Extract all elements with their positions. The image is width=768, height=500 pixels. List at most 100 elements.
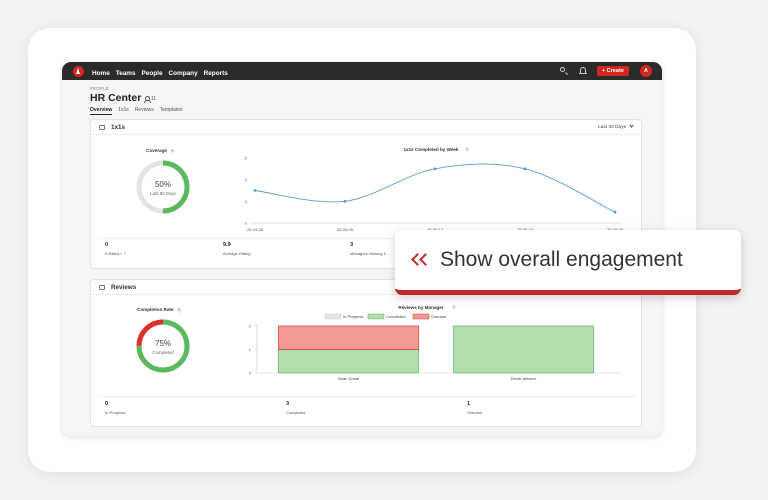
completion-rate-label-text: Completion Rate — [137, 307, 174, 312]
x-tick-label: 25-05-12 — [427, 227, 444, 232]
bar-segment[interactable] — [453, 325, 594, 374]
help-icon[interactable]: ? — [169, 149, 175, 154]
show-engagement-label: Show overall engagement — [440, 248, 683, 271]
completion-sublabel: Completed — [152, 350, 174, 355]
tab-templates[interactable]: Templates — [159, 107, 183, 113]
coverage-percent: 50% — [155, 180, 171, 189]
y-tick-label: 4 — [245, 177, 248, 182]
top-navbar: Home Teams People Company Reports + Create A — [62, 62, 662, 80]
rated-below-7-label: # Rated < 7 — [105, 251, 126, 256]
help-icon-glyph: ? — [453, 306, 455, 310]
data-point[interactable] — [253, 189, 257, 192]
reviews-title: Reviews — [111, 283, 137, 291]
stats-divider — [99, 396, 635, 397]
completed-label: Completed — [286, 410, 306, 415]
overdue-label: Overdue — [467, 410, 483, 415]
tab-overview[interactable]: Overview — [90, 107, 113, 115]
person-icon — [143, 96, 151, 103]
app-logo-icon[interactable] — [73, 65, 84, 77]
data-point[interactable] — [433, 167, 437, 171]
reviews-card: Reviews Completion Rate? 75% Completed R… — [90, 279, 642, 427]
line-chart-title: 1x1s Completed by Week — [403, 147, 459, 152]
legend-swatch[interactable] — [367, 313, 385, 320]
nav-teams[interactable]: Teams — [115, 70, 136, 77]
breadcrumb[interactable]: PEOPLE — [90, 86, 110, 91]
x-tick-label: 25-05-19 — [517, 227, 534, 232]
rated-below-7-value: 0 — [105, 242, 109, 248]
create-button[interactable]: + Create — [596, 66, 629, 76]
completion-percent: 75% — [155, 339, 171, 348]
average-rating-label: Average Rating — [223, 251, 251, 256]
x-tick-label: 25-05-26 — [607, 227, 624, 232]
legend-label[interactable]: Overdue — [431, 314, 447, 319]
help-icon[interactable] — [451, 304, 457, 310]
data-point[interactable] — [343, 199, 347, 203]
series-line — [254, 163, 616, 213]
bar-segment[interactable] — [278, 349, 419, 374]
page-title: HR Center — [90, 92, 142, 104]
help-icon[interactable] — [464, 146, 470, 152]
help-icon[interactable]: ? — [176, 308, 182, 313]
nav-home[interactable]: Home — [92, 70, 110, 77]
bar-chart-title: Reviews by Manager — [398, 305, 443, 310]
managers-missing-value: 3 — [350, 242, 354, 248]
reviews-header: Reviews — [91, 280, 641, 295]
document-icon — [99, 284, 105, 290]
completion-donut: 75% Completed — [136, 319, 190, 373]
nav-reports[interactable]: Reports — [203, 70, 228, 77]
show-engagement-button[interactable]: Show overall engagement — [395, 230, 741, 295]
y-tick-label: 0 — [249, 371, 252, 376]
range-select[interactable]: Last 30 Days — [598, 123, 634, 130]
coverage-sublabel: Last 90 Days — [150, 191, 176, 196]
tab-1x1s[interactable]: 1x1s — [118, 107, 129, 113]
y-tick-label: 1 — [249, 347, 252, 352]
overdue-value: 1 — [467, 401, 471, 407]
nav-company[interactable]: Company — [168, 70, 198, 77]
y-tick-label: 2 — [245, 199, 248, 204]
data-point[interactable] — [613, 210, 617, 214]
coverage-label: Coverage? — [146, 148, 175, 154]
coverage-donut: 50% Last 90 Days — [136, 160, 190, 214]
managers-missing-label: Managers missing 1: — [350, 251, 387, 256]
data-point[interactable] — [523, 167, 527, 171]
stats-divider — [99, 238, 635, 239]
chevron-down-icon — [629, 123, 634, 128]
help-icon-glyph: ? — [466, 148, 468, 152]
legend-swatch[interactable] — [412, 313, 430, 320]
double-chevron-left-icon — [410, 251, 432, 269]
people-icon — [99, 124, 105, 130]
search-icon[interactable] — [559, 66, 569, 76]
completion-donut-completed-arc — [136, 319, 190, 373]
y-tick-label: 6 — [245, 156, 248, 161]
bell-icon[interactable] — [578, 66, 588, 76]
page-tabs: Overview 1x1s Reviews Templates — [90, 107, 189, 115]
member-count: 11 — [143, 96, 157, 103]
y-tick-label: 2 — [249, 324, 252, 329]
x-tick-label: 25-04-28 — [247, 227, 264, 232]
average-rating-value: 9.9 — [223, 242, 231, 248]
coverage-donut-arc — [136, 160, 190, 214]
legend-label[interactable]: Completed — [386, 314, 405, 319]
completed-value: 3 — [286, 401, 290, 407]
completed-by-week-chart: 1x1s Completed by Week ? 0 2 4 6 25-04-28 25-05… — [245, 146, 624, 232]
completion-rate-label: Completion Rate? — [137, 307, 182, 313]
avatar[interactable]: A — [640, 65, 652, 77]
x-tick-label: Brian Dosal — [338, 376, 359, 381]
one-on-ones-header: 1x1s Last 30 Days — [91, 120, 641, 135]
member-count-value: 11 — [151, 96, 157, 102]
nav-people[interactable]: People — [141, 70, 163, 77]
reviews-by-manager-chart: Reviews by Manager ? In Progress Completed O… — [249, 304, 621, 381]
x-tick-label: 25-05-05 — [337, 227, 354, 232]
bar-segment[interactable] — [278, 325, 419, 350]
coverage-label-text: Coverage — [146, 148, 167, 153]
legend-swatch[interactable] — [324, 313, 342, 320]
one-on-ones-title: 1x1s — [111, 123, 126, 131]
main-nav: Home Teams People Company Reports — [92, 62, 234, 80]
in-progress-label: In Progress — [105, 410, 126, 415]
legend-label[interactable]: In Progress — [343, 314, 363, 319]
y-tick-label: 0 — [245, 221, 248, 226]
tab-reviews[interactable]: Reviews — [134, 107, 154, 113]
range-select-label: Last 30 Days — [598, 125, 626, 130]
in-progress-value: 0 — [105, 401, 109, 407]
x-tick-label: Derek Weaver — [511, 376, 537, 381]
